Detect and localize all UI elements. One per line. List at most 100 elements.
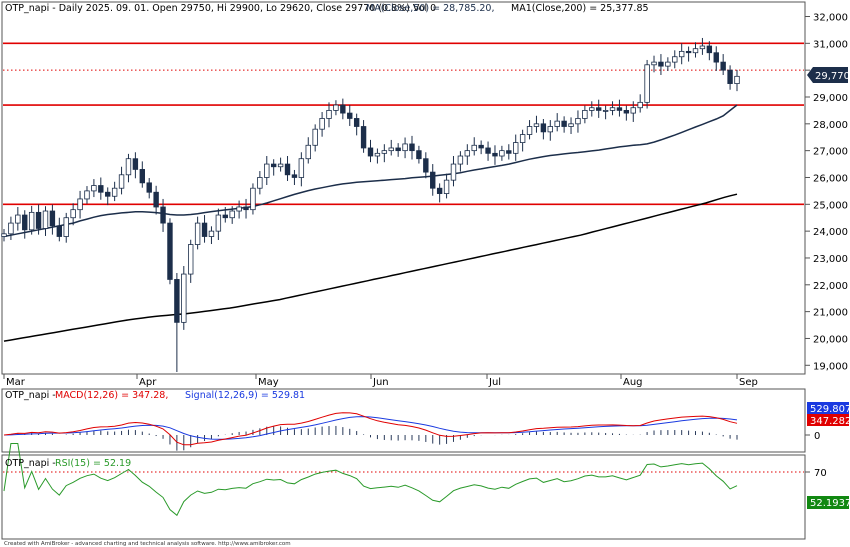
candle-body <box>374 152 381 157</box>
candle-body <box>602 110 609 112</box>
candle-body <box>450 163 457 181</box>
candle-body <box>554 120 560 127</box>
macd-panel-frame <box>1 388 806 453</box>
price-header-ma200: MA1(Close,200) = 25,377.85 <box>511 3 649 14</box>
ma50-line <box>3 104 738 238</box>
candle-body <box>734 75 740 84</box>
candle-body <box>547 126 553 133</box>
price-tick-label: 25,000 <box>813 200 848 211</box>
rsi-layer <box>3 443 804 517</box>
footer-credit: Created with AmiBroker - advanced charti… <box>4 541 291 547</box>
candle-body <box>672 56 678 63</box>
candle-body <box>284 163 291 176</box>
price-tick-label: 29,000 <box>813 93 848 104</box>
month-label: Sep <box>739 377 758 388</box>
candle-body <box>264 163 270 178</box>
candle-body <box>471 144 477 152</box>
candle-body <box>616 107 623 111</box>
candle-body <box>561 120 567 127</box>
candle-body <box>347 112 353 119</box>
candle-body <box>409 143 415 152</box>
candle-body <box>533 123 540 127</box>
month-label: Jul <box>488 377 501 388</box>
candle-body <box>609 107 616 111</box>
price-tick-label: 19,000 <box>813 361 848 372</box>
candle-body <box>326 110 332 119</box>
candle-body <box>526 126 533 135</box>
macd-header-macd: MACD(12,26) = 347.28, <box>55 390 168 401</box>
svg-text:52.1937: 52.1937 <box>810 498 850 509</box>
price-panel-frame <box>1 1 806 375</box>
candle-body <box>727 69 733 84</box>
candle-body <box>153 191 159 208</box>
month-label: Mar <box>6 377 26 388</box>
candle-body <box>125 158 132 176</box>
svg-text:347.282: 347.282 <box>810 416 850 427</box>
candle-body <box>568 123 574 127</box>
candle-body <box>519 134 526 144</box>
candle-body <box>298 158 305 178</box>
ma200-line <box>3 193 738 342</box>
price-tick-label: 24,000 <box>813 227 848 238</box>
price-tick-label: 20,000 <box>813 334 848 345</box>
candle-body <box>685 50 692 54</box>
candle-body <box>63 217 69 237</box>
candle-body <box>319 118 325 130</box>
candle-body <box>118 174 125 189</box>
candle-body <box>56 225 63 237</box>
macd-last-badge: 347.282 <box>807 414 850 427</box>
candle-body <box>513 142 519 154</box>
candle-body <box>208 230 215 237</box>
candle-body <box>464 150 471 157</box>
candle-body <box>506 150 512 154</box>
candle-body <box>277 163 284 168</box>
candle-body <box>188 244 194 275</box>
candle-body <box>160 206 166 224</box>
price-header-ma50: MA(Close,50) = 28,785.20, <box>366 3 494 14</box>
candle-body <box>443 179 450 194</box>
candle-body <box>367 147 374 157</box>
candle-body <box>485 147 491 154</box>
candle-body <box>381 150 388 154</box>
price-tick-label: 22,000 <box>813 281 848 292</box>
candle-body <box>291 174 298 178</box>
candle-body <box>706 45 713 54</box>
candle-body <box>70 209 76 219</box>
rsi-last-badge: 52.1937 <box>807 496 850 509</box>
candle-body <box>492 152 498 157</box>
price-tick-label: 31,000 <box>813 39 848 50</box>
candle-body <box>236 206 242 212</box>
price-header-info: OTP_napi - Daily 2025. 09. 01. Open 2975… <box>5 3 436 14</box>
candle-body <box>194 222 201 245</box>
candle-body <box>575 118 581 125</box>
price-tick-label: 23,000 <box>813 254 848 265</box>
svg-text:529.807: 529.807 <box>810 404 850 415</box>
month-label: Apr <box>139 377 157 388</box>
candle-body <box>430 171 436 189</box>
candle-body <box>312 128 318 146</box>
candle-body <box>257 177 263 189</box>
signal-line <box>3 416 738 440</box>
candle-body <box>416 150 422 160</box>
candle-body <box>595 107 602 111</box>
candle-body <box>201 222 208 237</box>
candle-body <box>540 123 547 133</box>
candle-body <box>174 279 180 323</box>
candle-body <box>637 101 643 109</box>
candle-body <box>15 214 21 224</box>
candle-body <box>167 222 173 280</box>
candle-body <box>423 158 429 173</box>
candle-body <box>91 185 97 192</box>
candle-body <box>1 233 7 237</box>
candle-body <box>692 48 699 54</box>
candle-body <box>623 110 630 114</box>
candle-body <box>658 61 664 67</box>
candle-body <box>436 187 443 194</box>
candle-body <box>678 50 685 58</box>
candle-body <box>42 210 49 229</box>
candle-body <box>77 198 83 211</box>
candle-body <box>499 150 505 157</box>
candle-body <box>270 163 277 168</box>
month-label: Aug <box>623 377 643 388</box>
